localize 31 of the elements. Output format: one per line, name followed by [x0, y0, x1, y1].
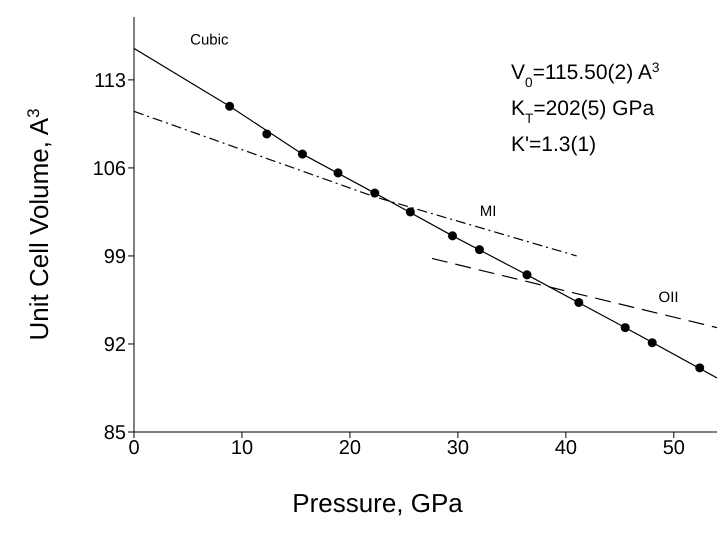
annotation: V$_{0}$=115.50(2) A$^{3}$ [511, 60, 660, 90]
point [262, 129, 272, 138]
y-tick-label: 85 [104, 422, 126, 444]
point [695, 363, 704, 372]
point [448, 231, 458, 240]
x-tick-label: 0 [128, 437, 140, 460]
point [574, 298, 584, 307]
point [522, 270, 532, 280]
point [406, 207, 415, 216]
point [620, 323, 630, 332]
y-tick-label: 92 [104, 334, 126, 356]
x-tick-label: 30 [446, 437, 470, 460]
series-label: Cubic [190, 32, 229, 49]
point [225, 102, 234, 111]
annotation: K$_{T}$=202(5) GPa [511, 97, 654, 126]
point [334, 168, 343, 178]
point [474, 245, 484, 254]
y-tick-label: 99 [104, 246, 126, 268]
x-axis-title: Pressure, GPa [292, 488, 464, 518]
point [648, 338, 657, 348]
annotation: K'=1.3(1) [511, 133, 596, 156]
x-tick-label: 50 [662, 437, 685, 460]
y-tick-label: 106 [92, 158, 126, 180]
series-label: OII [658, 288, 679, 306]
x-tick-label: 10 [230, 437, 254, 460]
point [298, 150, 307, 159]
y-tick-label: 113 [94, 70, 126, 92]
point [370, 188, 380, 198]
x-tick-label: 40 [554, 437, 577, 460]
x-tick-label: 20 [338, 437, 362, 460]
series-label: MI [480, 203, 496, 220]
